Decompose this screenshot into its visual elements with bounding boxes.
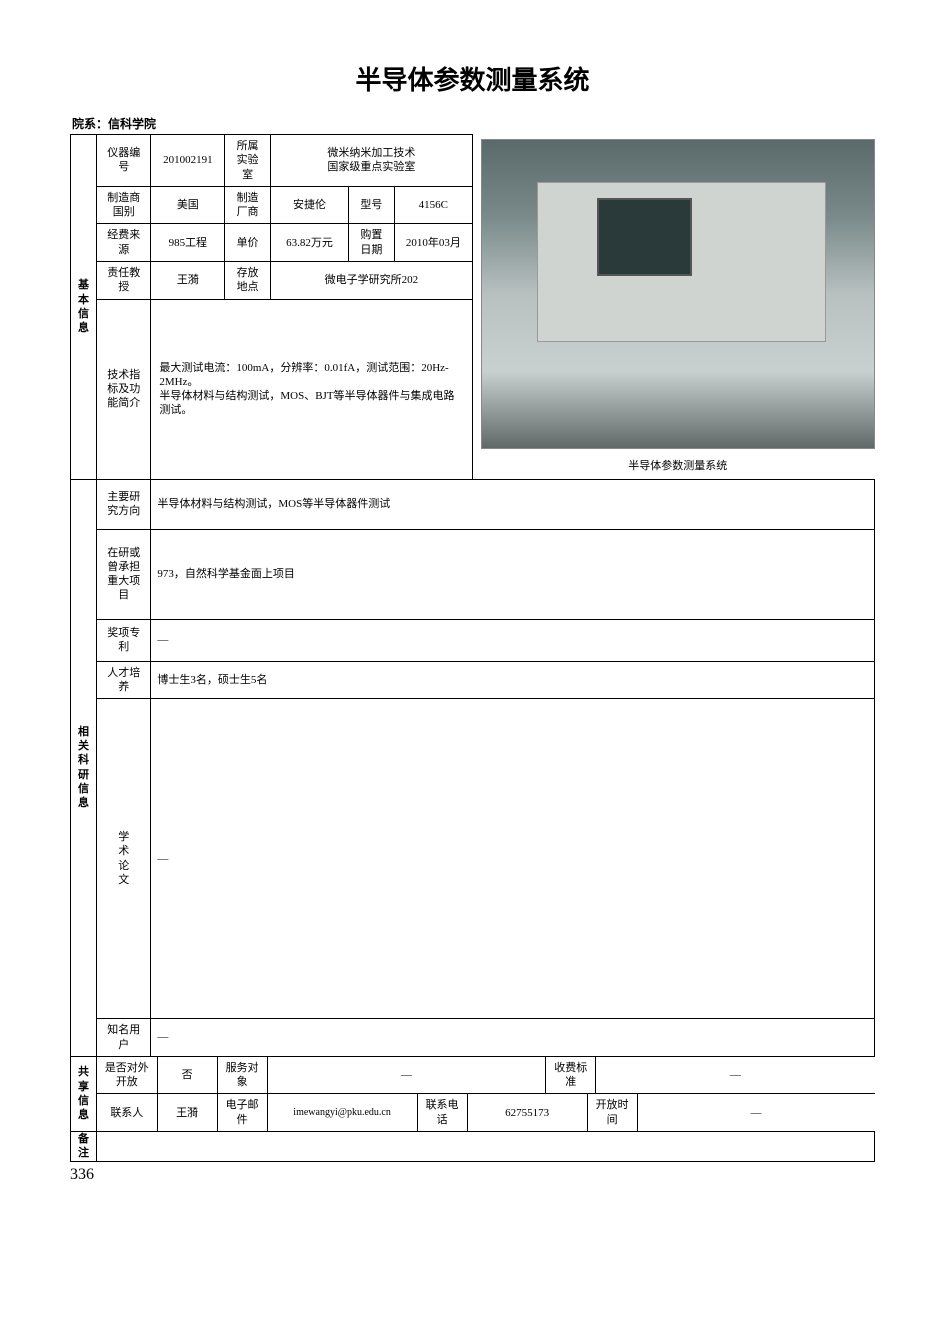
mfr-label: 制造厂商 — [225, 186, 271, 224]
notes — [97, 1132, 875, 1162]
price-label: 单价 — [225, 224, 271, 262]
price: 63.82万元 — [270, 224, 348, 262]
direction: 半导体材料与结构测试，MOS等半导体器件测试 — [151, 479, 875, 529]
model-label: 型号 — [349, 186, 395, 224]
mfr-country-label: 制造商国别 — [97, 186, 151, 224]
equipment-photo — [481, 139, 875, 449]
fee: — — [596, 1057, 875, 1094]
users-label: 知名用户 — [97, 1019, 151, 1057]
projects: 973，自然科学基金面上项目 — [151, 529, 875, 619]
phone-label: 联系电话 — [417, 1094, 467, 1131]
target-label: 服务对象 — [217, 1057, 267, 1094]
mfr: 安捷伦 — [270, 186, 348, 224]
section-notes: 备注 — [71, 1132, 97, 1162]
page-title: 半导体参数测量系统 — [70, 60, 875, 97]
projects-label: 在研或曾承担重大项目 — [97, 529, 151, 619]
awards-label: 奖项专利 — [97, 619, 151, 661]
talent-label: 人才培养 — [97, 661, 151, 699]
awards: — — [151, 619, 875, 661]
time-label: 开放时间 — [587, 1094, 637, 1131]
papers-label: 学术论文 — [97, 699, 151, 1019]
target: — — [267, 1057, 546, 1094]
spec-label: 技术指标及功能简介 — [97, 299, 151, 479]
users: — — [151, 1019, 875, 1057]
section-research: 相关科研信息 — [71, 479, 97, 1056]
share-row-2: 联系人 王漪 电子邮件 imewangyi@pku.edu.cn 联系电话 62… — [97, 1094, 874, 1131]
prof-label: 责任教授 — [97, 262, 151, 300]
fund-label: 经费来源 — [97, 224, 151, 262]
section-basic: 基本信息 — [71, 135, 97, 480]
photo-cell: 半导体参数测量系统 — [472, 135, 874, 480]
date: 2010年03月 — [394, 224, 472, 262]
inst-no: 201002191 — [151, 135, 225, 187]
lab-label: 所属实验室 — [225, 135, 271, 187]
phone: 62755173 — [467, 1094, 587, 1131]
date-label: 购置日期 — [349, 224, 395, 262]
loc: 微电子学研究所202 — [270, 262, 472, 300]
papers: — — [151, 699, 875, 1019]
page-number: 336 — [70, 1166, 875, 1184]
equipment-table: 基本信息 仪器编号 201002191 所属实验室 微米纳米加工技术 国家级重点… — [70, 134, 875, 1162]
inst-no-label: 仪器编号 — [97, 135, 151, 187]
fee-label: 收费标准 — [546, 1057, 596, 1094]
fund: 985工程 — [151, 224, 225, 262]
open-label: 是否对外开放 — [97, 1057, 157, 1094]
lab: 微米纳米加工技术 国家级重点实验室 — [270, 135, 472, 187]
loc-label: 存放地点 — [225, 262, 271, 300]
section-share: 共享信息 — [71, 1056, 97, 1131]
model: 4156C — [394, 186, 472, 224]
email-label: 电子邮件 — [217, 1094, 267, 1131]
contact-label: 联系人 — [97, 1094, 157, 1131]
photo-caption: 半导体参数测量系统 — [481, 459, 875, 473]
mfr-country: 美国 — [151, 186, 225, 224]
time: — — [637, 1094, 874, 1131]
department-label: 院系：信科学院 — [70, 115, 875, 132]
spec: 最大测试电流：100mA，分辨率：0.01fA，测试范围：20Hz-2MHz。 … — [151, 299, 473, 479]
direction-label: 主要研究方向 — [97, 479, 151, 529]
open: 否 — [157, 1057, 217, 1094]
prof: 王漪 — [151, 262, 225, 300]
email: imewangyi@pku.edu.cn — [267, 1094, 417, 1131]
share-row-1: 是否对外开放 否 服务对象 — 收费标准 — — [97, 1057, 874, 1095]
contact: 王漪 — [157, 1094, 217, 1131]
talent: 博士生3名，硕士生5名 — [151, 661, 875, 699]
